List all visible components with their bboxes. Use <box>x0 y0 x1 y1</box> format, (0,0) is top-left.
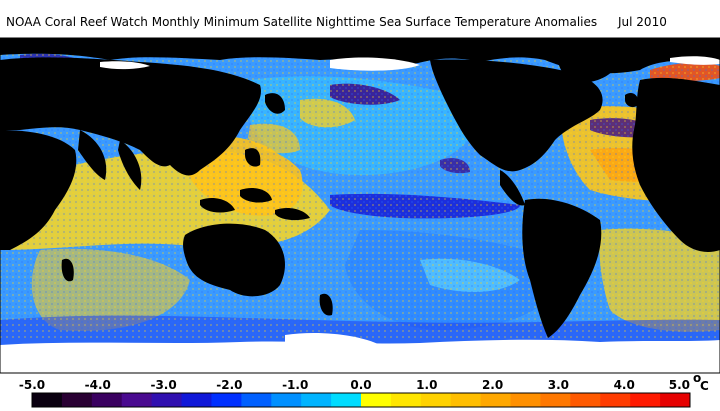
land-masses <box>0 38 720 338</box>
legend-swatch <box>91 393 123 407</box>
legend-tick-label: 4.0 <box>614 378 635 392</box>
legend-color-bar <box>31 392 691 408</box>
legend-tick-label: -3.0 <box>150 378 176 392</box>
legend-swatch <box>361 393 392 407</box>
legend-swatch <box>510 393 541 407</box>
legend-swatch <box>570 393 601 407</box>
color-scale-legend: -5.0 -4.0 -3.0 -2.0 -1.0 0.0 1.0 2.0 3.0 4.0 5.0 o… <box>19 371 709 408</box>
legend-swatch <box>600 393 631 407</box>
legend-tick-label: 1.0 <box>416 378 437 392</box>
legend-tick-label: -1.0 <box>282 378 308 392</box>
legend-swatch <box>61 393 93 407</box>
map-date: Jul 2010 <box>617 15 667 29</box>
legend-swatch <box>211 393 242 407</box>
legend-tick-label: -5.0 <box>19 378 45 392</box>
legend-bar-frame <box>31 392 691 408</box>
legend-tick-label: 2.0 <box>482 378 503 392</box>
legend-swatch <box>540 393 571 407</box>
legend-swatch <box>420 393 452 407</box>
legend-swatch <box>301 393 332 407</box>
legend-tick-label: 3.0 <box>548 378 569 392</box>
legend-tick-labels: -5.0 -4.0 -3.0 -2.0 -1.0 0.0 1.0 2.0 3.0 4.0 5.0 <box>19 378 690 392</box>
legend-swatch <box>181 393 212 407</box>
legend-swatch <box>480 393 512 407</box>
legend-tick-label: 0.0 <box>350 378 371 392</box>
legend-swatch <box>271 393 302 407</box>
map-title: NOAA Coral Reef Watch Monthly Minimum Sa… <box>6 15 597 29</box>
antarctic-ice <box>0 333 720 373</box>
legend-swatch <box>241 393 272 407</box>
map-frame <box>0 37 720 374</box>
legend-swatch <box>32 393 63 407</box>
legend-tick-label: -4.0 <box>85 378 111 392</box>
legend-unit-degree: o <box>693 371 701 385</box>
legend-swatch <box>151 393 183 407</box>
legend-swatch <box>660 393 691 407</box>
legend-swatch <box>331 393 362 407</box>
legend-swatch <box>630 393 661 407</box>
title-bar: NOAA Coral Reef Watch Monthly Minimum Sa… <box>0 0 720 38</box>
arctic-ice <box>100 56 720 71</box>
legend-tick-label: -2.0 <box>216 378 242 392</box>
map-panel <box>0 38 720 373</box>
legend-unit: C <box>700 379 709 393</box>
legend-swatch <box>121 393 153 407</box>
legend-tick-label: 5.0 <box>669 378 690 392</box>
legend-swatch <box>390 393 422 407</box>
legend-swatch <box>450 393 482 407</box>
